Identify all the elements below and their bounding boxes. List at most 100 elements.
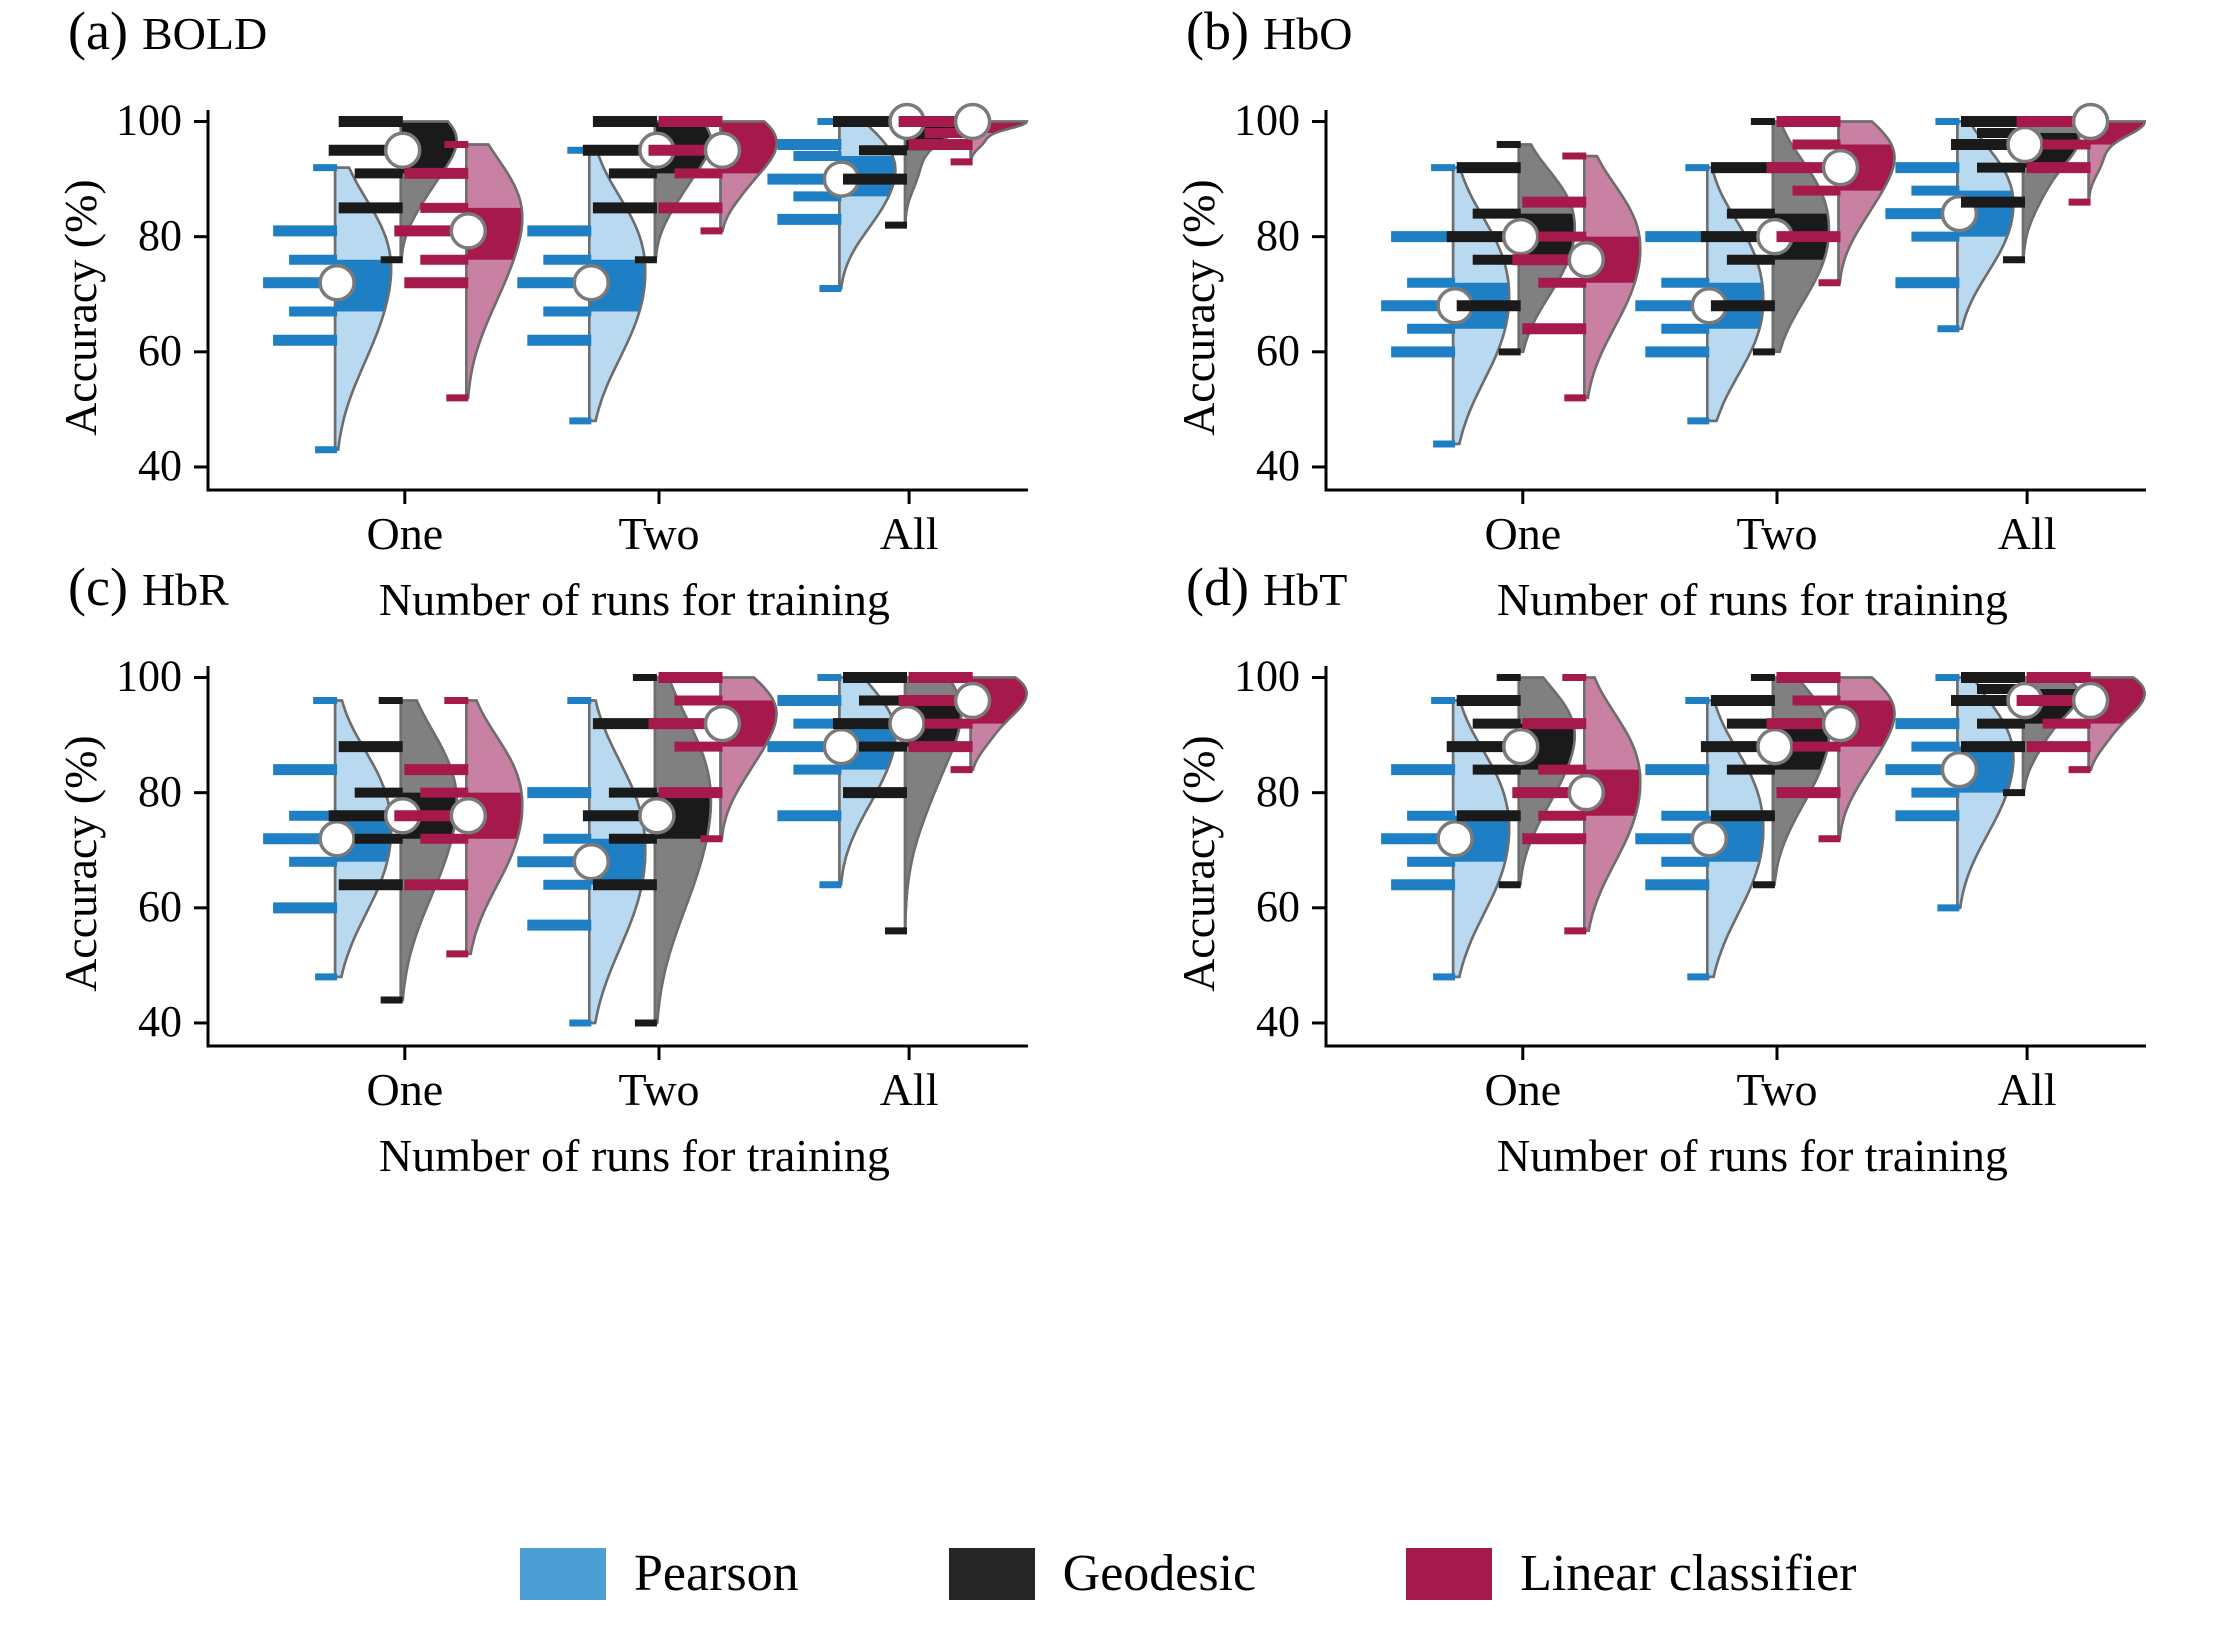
y-tick-label: 80	[1256, 767, 1300, 816]
panel-tag-title: HbO	[1262, 8, 1353, 59]
violin-linear-classifier-one	[1512, 674, 1642, 935]
median-marker	[318, 819, 356, 858]
y-tick-label: 60	[138, 882, 182, 931]
violin-pearson-two	[517, 697, 647, 1027]
violin-outline	[399, 699, 458, 1002]
median-marker	[953, 102, 992, 141]
x-tick-label-one: One	[366, 508, 443, 559]
median-marker	[2006, 125, 2044, 164]
violin-linear-classifier-one	[1512, 152, 1642, 402]
x-tick-label-all: All	[1998, 1064, 2057, 1115]
violin-pearson-one	[1381, 697, 1511, 981]
median-marker	[703, 704, 742, 743]
plot-svg: 40 60 80 100 One Two All Number of runs for tra…	[55, 652, 1028, 1181]
legend-swatch-icon	[520, 1548, 606, 1600]
x-tick-label-one: One	[366, 1064, 443, 1115]
y-axis-title: Accuracy (%)	[1173, 179, 1224, 436]
y-tick-label: 60	[138, 326, 182, 375]
violin-linear-classifier-all	[898, 102, 1029, 166]
violin-linear-classifier-two	[1766, 672, 1896, 843]
x-axis-title: Number of runs for training	[1497, 1130, 2008, 1181]
x-tick-label-two: Two	[1736, 508, 1817, 559]
y-tick-label: 60	[1256, 882, 1300, 931]
legend-item-linear-classifier[interactable]: Linear classifier	[1406, 1548, 1857, 1600]
violin-body	[653, 676, 713, 1025]
median-marker	[572, 263, 611, 302]
legend: Pearson Geodesic Linear classifier	[520, 1548, 1857, 1600]
y-tick-label: 40	[138, 441, 182, 490]
violin-linear-classifier-one	[394, 141, 524, 402]
median-marker	[318, 263, 356, 302]
violin-pearson-two	[517, 146, 647, 425]
violin-outline	[465, 699, 524, 956]
y-tick-label: 80	[138, 767, 182, 816]
violin-outline	[1837, 676, 1896, 841]
violin-linear-classifier-two	[648, 672, 778, 843]
median-marker	[1567, 240, 1606, 279]
violin-outline	[465, 143, 524, 400]
legend-item-geodesic[interactable]: Geodesic	[948, 1545, 1257, 1602]
violin-outline	[719, 676, 778, 841]
median-marker	[1940, 750, 1979, 789]
violin-geodesic-all	[833, 672, 963, 935]
violin-outline	[588, 699, 647, 1025]
violin-outline	[838, 120, 897, 290]
median-marker	[1436, 819, 1474, 858]
median-marker	[1501, 727, 1540, 766]
panel-tag-title: HbR	[141, 564, 229, 615]
x-axis-title: Number of runs for training	[379, 574, 890, 625]
violin-linear-classifier-two	[648, 116, 778, 235]
violin-geodesic-one	[328, 697, 458, 1004]
y-tick-label: 40	[1256, 441, 1300, 490]
median-marker	[1690, 819, 1729, 858]
panel-tag-title: BOLD	[141, 8, 268, 59]
panel-hbt: (d) HbT 40 60 80 100 One Two All Number of runs f…	[1148, 556, 2208, 1181]
violin-outline	[1583, 676, 1642, 933]
y-tick-label: 40	[138, 997, 182, 1046]
violin-linear-classifier-one	[394, 697, 524, 958]
violin-pearson-all	[767, 674, 897, 889]
y-tick-label: 60	[1256, 326, 1300, 375]
violin-geodesic-one	[1446, 674, 1576, 889]
legend-label: Pearson	[634, 1545, 799, 1602]
median-marker	[1821, 704, 1860, 743]
median-marker	[638, 796, 676, 835]
violin-pearson-all	[767, 118, 897, 292]
violin-pearson-one	[263, 164, 393, 454]
median-marker	[2071, 681, 2110, 720]
violin-outline	[399, 120, 458, 261]
legend-item-pearson[interactable]: Pearson	[520, 1548, 799, 1600]
violin-pearson-all	[1885, 118, 2015, 333]
violin-outline	[1583, 154, 1642, 400]
median-marker	[822, 727, 861, 766]
panel-label: (c) HbR	[68, 560, 229, 614]
legend-label: Geodesic	[1062, 1545, 1257, 1602]
violin-outline	[1517, 676, 1576, 887]
violin-geodesic-one	[328, 116, 458, 264]
violin-outline	[719, 120, 778, 233]
x-tick-label-two: Two	[618, 1064, 699, 1115]
legend-swatch-icon	[1406, 1548, 1493, 1600]
violin-outline	[588, 149, 647, 423]
panel-label: (b) HbO	[1186, 4, 1352, 58]
violin-outline	[969, 676, 1028, 771]
median-marker	[1567, 773, 1606, 812]
violin-outline	[1837, 120, 1896, 285]
violin-outline	[1451, 699, 1511, 979]
violin-pearson-all	[1885, 674, 2015, 912]
panel-tag-letter: (c)	[68, 557, 128, 617]
y-axis-title: Accuracy (%)	[55, 735, 106, 992]
violin-linear-classifier-all	[2016, 102, 2147, 206]
violin-pearson-two	[1635, 164, 1765, 425]
panel-tag-letter: (b)	[1186, 1, 1249, 61]
median-marker	[572, 843, 611, 881]
median-marker	[953, 681, 992, 720]
median-marker	[703, 131, 742, 170]
panel-tag-title: HbT	[1262, 564, 1348, 615]
plot-svg: 40 60 80 100 One Two All Number of runs for tra…	[1173, 96, 2147, 625]
violin-linear-classifier-all	[898, 672, 1028, 774]
violin-pearson-two	[1635, 697, 1765, 981]
violin-outline	[2087, 676, 2146, 771]
panel-tag-letter: (d)	[1186, 557, 1249, 617]
